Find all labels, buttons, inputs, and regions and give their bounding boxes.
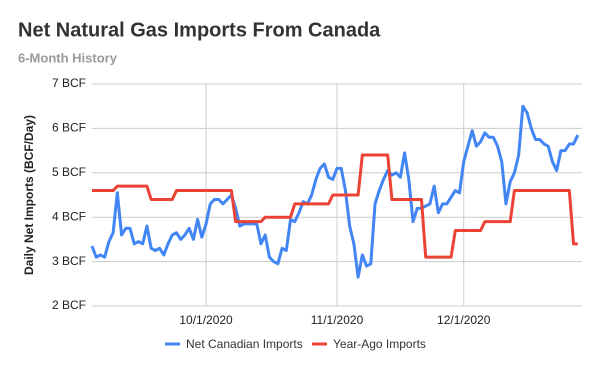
y-tick-label: 2 BCF bbox=[52, 298, 86, 312]
y-tick-label: 4 BCF bbox=[52, 209, 86, 223]
legend-label: Year-Ago Imports bbox=[333, 337, 426, 351]
chart-title: Net Natural Gas Imports From Canada bbox=[18, 19, 381, 41]
y-tick-label: 7 BCF bbox=[52, 76, 86, 90]
x-tick-label: 10/1/2020 bbox=[179, 313, 233, 327]
series-line bbox=[90, 104, 580, 279]
y-tick-label: 5 BCF bbox=[52, 165, 86, 179]
y-tick-label: 3 BCF bbox=[52, 254, 86, 268]
y-axis-title: Daily Net Imports (BCF/Day) bbox=[22, 115, 36, 275]
y-tick-label: 6 BCF bbox=[52, 121, 86, 135]
x-tick-label: 12/1/2020 bbox=[437, 313, 491, 327]
series-line bbox=[92, 153, 578, 259]
legend-label: Net Canadian Imports bbox=[186, 337, 303, 351]
x-tick-label: 11/1/2020 bbox=[311, 313, 364, 327]
chart-subtitle: 6-Month History bbox=[18, 50, 118, 65]
